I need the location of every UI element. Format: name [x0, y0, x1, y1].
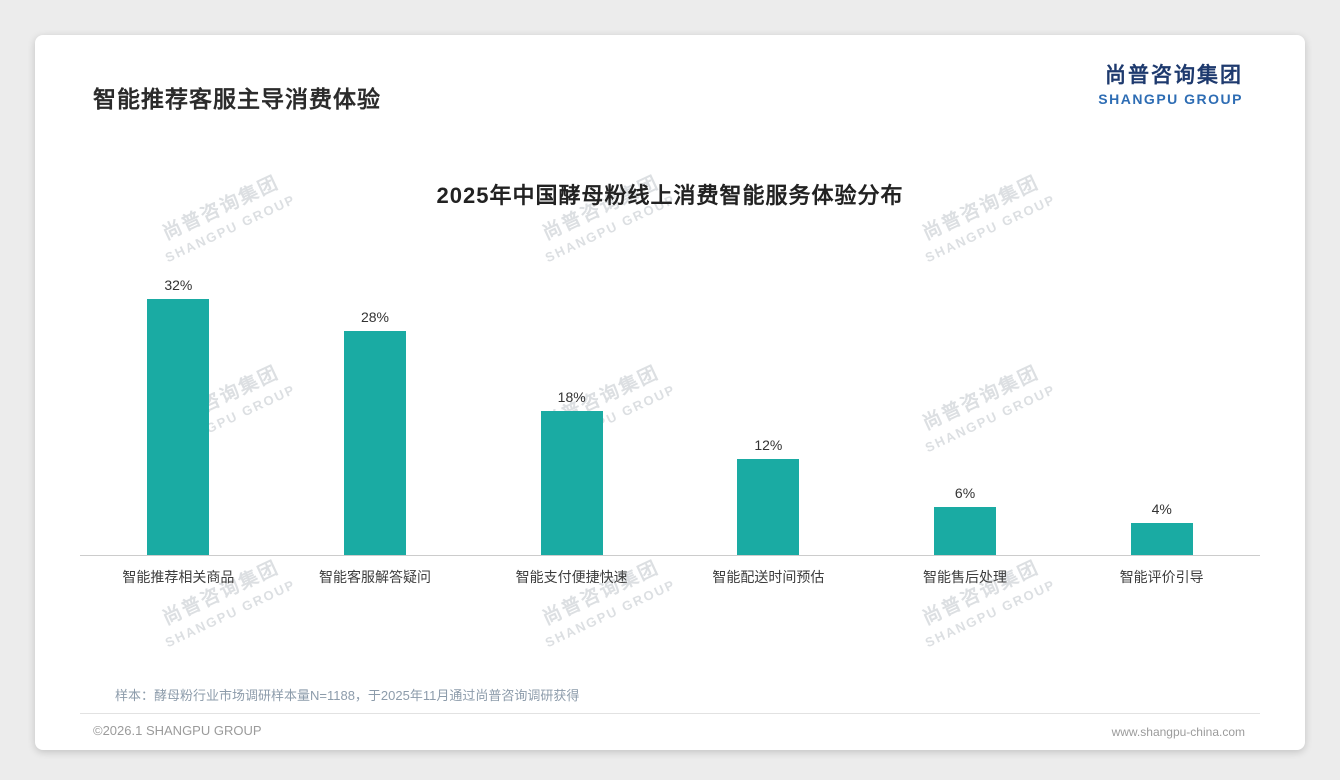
footer-divider: [80, 713, 1260, 714]
bar-value-label: 12%: [754, 437, 783, 453]
footer-website: www.shangpu-china.com: [1111, 725, 1245, 739]
slide-card: 智能推荐客服主导消费体验 尚普咨询集团 SHANGPU GROUP 尚普咨询集团…: [35, 35, 1305, 750]
bar-column: 28%: [277, 309, 474, 555]
bar: [1130, 523, 1193, 555]
category-label: 智能推荐相关商品: [122, 569, 235, 585]
bar: [934, 507, 997, 555]
bar: [344, 331, 406, 555]
bar-value-label: 18%: [557, 389, 586, 405]
bar: [540, 411, 603, 555]
footer-copyright: ©2026.1 SHANGPU GROUP: [93, 723, 262, 738]
category-label: 智能评价引导: [1119, 569, 1204, 585]
chart-title: 2025年中国酵母粉线上消费智能服务体验分布: [436, 183, 904, 208]
bar-value-label: 6%: [954, 485, 976, 501]
bar: [147, 299, 210, 555]
bar: [737, 459, 800, 555]
watermark: 尚普咨询集团 SHANGPU GROUP: [519, 546, 691, 657]
logo-en-text: SHANGPU GROUP: [1098, 91, 1243, 107]
watermark-cn: 尚普咨询集团: [539, 557, 663, 630]
bar-column: 12%: [670, 437, 867, 555]
chart-plot: 32% 28% 18% 12% 6% 4%: [80, 235, 1260, 556]
company-logo: 尚普咨询集团 SHANGPU GROUP: [1098, 59, 1243, 107]
category-label: 智能客服解答疑问: [319, 569, 431, 585]
bar-column: 32%: [80, 277, 277, 555]
page-title: 智能推荐客服主导消费体验: [93, 86, 381, 112]
chart-categories: 智能推荐相关商品 智能客服解答疑问 智能支付便捷快速 智能配送时间预估 智能售后处理 智能…: [80, 567, 1260, 587]
watermark: 尚普咨询集团 SHANGPU GROUP: [899, 546, 1071, 657]
category-label: 智能售后处理: [923, 569, 1008, 585]
bar-value-label: 32%: [164, 277, 193, 293]
watermark: 尚普咨询集团 SHANGPU GROUP: [139, 546, 311, 657]
watermark-cn: 尚普咨询集团: [919, 557, 1043, 630]
watermark-cn: 尚普咨询集团: [159, 557, 283, 630]
logo-cn-text: 尚普咨询集团: [1105, 64, 1243, 87]
category-label: 智能支付便捷快速: [515, 569, 628, 585]
bar-value-label: 28%: [360, 309, 390, 325]
bar-column: 18%: [473, 389, 670, 555]
bar-column: 4%: [1063, 501, 1260, 555]
category-label: 智能配送时间预估: [712, 569, 825, 585]
bar-value-label: 4%: [1151, 501, 1172, 517]
bar-column: 6%: [867, 485, 1064, 555]
sample-note: 样本：酵母粉行业市场调研样本量N=1188，于2025年11月通过尚普咨询调研获…: [115, 688, 580, 703]
